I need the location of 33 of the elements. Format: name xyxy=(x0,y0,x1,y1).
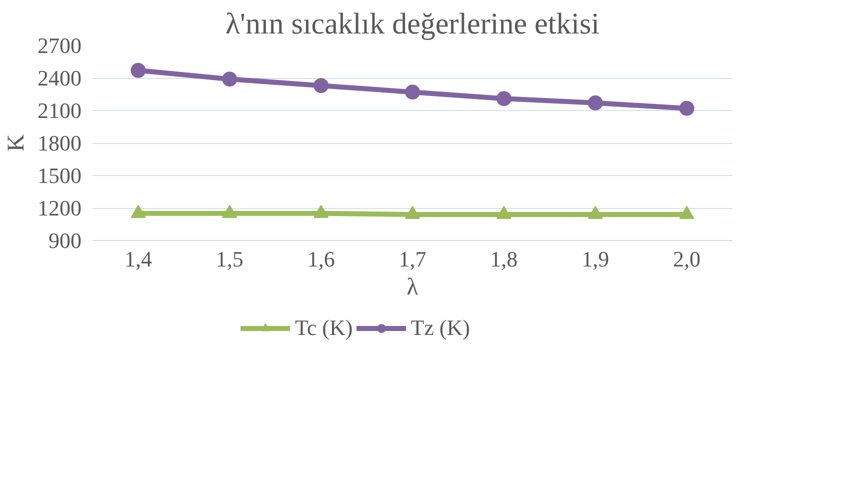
y-tick-label: 1800 xyxy=(38,130,82,156)
point xyxy=(130,204,146,218)
legend-label: Tz (K) xyxy=(410,315,470,341)
point xyxy=(679,206,694,220)
y-tick-label: 1500 xyxy=(38,163,82,188)
point xyxy=(314,204,329,218)
point xyxy=(496,91,512,106)
point xyxy=(222,204,238,218)
x-axis-title: λ xyxy=(406,274,419,300)
point xyxy=(130,62,146,78)
point xyxy=(405,84,420,100)
y-tick-label: 900 xyxy=(48,228,82,253)
point xyxy=(679,100,694,116)
point xyxy=(588,206,603,220)
y-axis-title: K xyxy=(4,134,30,152)
x-tick-label: 2,0 xyxy=(673,246,701,272)
point xyxy=(314,78,329,94)
x-tick-label: 1,9 xyxy=(582,246,610,272)
legend-label: Tc (K) xyxy=(295,315,353,341)
point xyxy=(588,95,603,110)
y-tick-label: 1200 xyxy=(38,196,82,220)
y-tick-label: 2400 xyxy=(38,66,82,90)
x-tick-label: 1,4 xyxy=(124,246,152,272)
x-tick-label: 1,7 xyxy=(398,246,426,272)
x-tick-label: 1,5 xyxy=(216,246,244,272)
point xyxy=(496,206,512,220)
y-tick-label: 2100 xyxy=(38,98,82,123)
point xyxy=(222,72,238,87)
point xyxy=(405,206,420,220)
chart-title: λ'nın sıcaklık değerlerine etkisi xyxy=(226,8,600,40)
x-tick-label: 1,6 xyxy=(307,246,335,272)
x-tick-label: 1,8 xyxy=(490,246,518,272)
y-tick-label: 2700 xyxy=(38,33,82,58)
